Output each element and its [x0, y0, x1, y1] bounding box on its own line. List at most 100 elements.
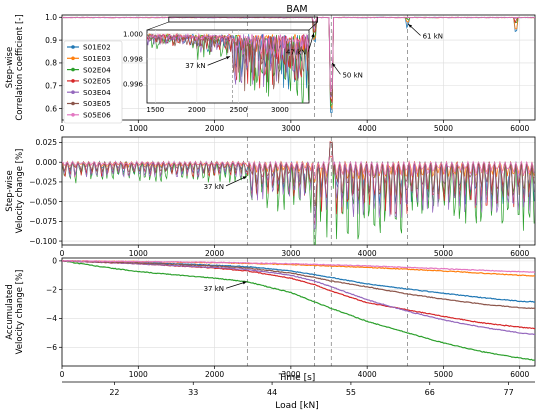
y-axis-label: Step-wise	[5, 47, 15, 88]
zoom-rectangle	[168, 16, 318, 23]
load-tick-label: 77	[503, 388, 513, 397]
x-tick-label: 3000	[281, 249, 300, 258]
legend-marker-s03e05	[71, 101, 75, 106]
annotation-50kn: 50 kN	[342, 71, 362, 79]
inset-annotation-37kn: 37 kN	[185, 62, 205, 70]
x-tick-label: 0	[60, 370, 65, 379]
x-tick-label: 5000	[434, 249, 453, 258]
inset-x-tick-label: 2000	[188, 106, 206, 114]
legend: S01E02 S01E03 S02E04 S02E05 S03E04 S03E05 S05E…	[63, 40, 123, 124]
y-tick-label: 1.0	[45, 13, 57, 22]
legend-marker-s01e02	[71, 45, 75, 49]
legend-label-s02e05: S02E05	[83, 77, 111, 86]
y-axis-label: Accumulated	[5, 284, 15, 340]
inset-chart: 1500 2000 2500 3000 0.996 0.998 1.000 37 kN	[123, 21, 318, 114]
y-tick-label: −0.075	[29, 217, 57, 226]
annotation-61kn-arrowhead	[408, 24, 413, 28]
y-tick-label: 0.7	[45, 81, 57, 90]
x-tick-label: 4000	[358, 249, 377, 258]
x-tick-label: 0	[60, 124, 65, 133]
series-line-s03e05	[62, 141, 535, 207]
x-tick-label: 6000	[510, 124, 529, 133]
y-tick-label: −0.050	[29, 197, 57, 206]
x-tick-label: 4000	[358, 124, 377, 133]
x-tick-label: 5000	[434, 370, 453, 379]
axes-frame	[61, 14, 536, 121]
series-line-s05e06	[62, 16, 535, 93]
annotation-37kn-arrowhead	[242, 176, 247, 180]
x-tick-label: 1000	[129, 249, 148, 258]
y-axis-label: Step-wise	[5, 170, 15, 211]
y-tick-label: 0.025	[36, 138, 58, 147]
legend-marker-s03e04	[71, 90, 75, 94]
x-tick-label: 3000	[281, 370, 300, 379]
legend-marker-s05e06	[71, 113, 75, 117]
x-tick-label: 5000	[434, 124, 453, 133]
load-tick-label: 33	[188, 388, 198, 397]
x-tick-label: 3000	[281, 124, 300, 133]
accumulated-velocity-panel: 0 1000 2000 3000 4000 5000 6000 −6 −4 −2 0 Accumula…	[5, 257, 536, 379]
inset-x-tick-label: 3000	[271, 106, 289, 114]
time-axis-label: Time [s]	[278, 373, 316, 383]
annotation-37kn: 37 kN	[204, 183, 224, 191]
inset-x-tick-label: 2500	[229, 106, 247, 114]
legend-label-s03e05: S03E05	[83, 99, 111, 108]
y-axis-label: Velocity change [%]	[15, 270, 25, 355]
series-line-s03e04	[62, 260, 535, 336]
annotation-37kn-arrowhead	[242, 281, 247, 285]
x-tick-label: 4000	[358, 370, 377, 379]
x-tick-label: 1000	[129, 124, 148, 133]
y-tick-label: 0.000	[36, 158, 58, 167]
load-axis-label: Load [kN]	[275, 401, 318, 411]
stepwise-velocity-panel: 0 1000 2000 3000 4000 5000 6000 −0.100 −0.075 −0.…	[5, 136, 536, 258]
legend-label-s05e06: S05E06	[83, 111, 111, 120]
legend-label-s03e04: S03E04	[83, 88, 111, 97]
x-tick-label: 6000	[510, 249, 529, 258]
annotation-37kn: 37 kN	[204, 285, 224, 293]
x-tick-label: 1000	[129, 370, 148, 379]
inset-x-tick-label: 1500	[146, 106, 164, 114]
y-tick-label: 0.6	[45, 104, 57, 113]
legend-label-s02e04: S02E04	[83, 65, 111, 74]
series-line-s03e05	[62, 259, 535, 310]
y-tick-label: 0.8	[45, 59, 57, 68]
y-tick-label: 0	[52, 257, 57, 266]
inset-series-s02e04	[147, 33, 309, 103]
load-tick-label: 22	[109, 388, 119, 397]
series-line-s02e05	[62, 141, 535, 224]
figure-title: BAM	[286, 4, 307, 15]
inset-series-s05e06	[147, 33, 309, 58]
annotation-37kn-arrow	[225, 176, 247, 187]
legend-label-s01e03: S01E03	[83, 54, 111, 63]
y-axis-label: Velocity change [%]	[15, 149, 25, 234]
annotation-61kn: 61 kN	[423, 33, 443, 41]
series-line-s02e04	[62, 260, 535, 361]
legend-marker-s01e03	[71, 56, 75, 61]
inset-connector	[146, 21, 169, 31]
legend-label-s01e02: S01E02	[83, 43, 111, 52]
series-line-s02e04	[62, 141, 535, 245]
series-line-s03e04	[62, 142, 535, 230]
annotation-47kn-arrowhead	[311, 33, 315, 38]
inset-annotation-37kn-arrow	[207, 56, 231, 66]
inset-y-tick-label: 1.000	[123, 30, 143, 38]
inset-annotation-37kn-arrowhead	[226, 56, 231, 60]
axes-frame	[61, 136, 536, 246]
series-line-s01e02	[62, 260, 535, 303]
legend-marker-s02e04	[71, 67, 75, 72]
annotation-50kn-arrowhead	[332, 62, 336, 67]
legend-marker-s02e05	[71, 79, 75, 83]
load-tick-label: 44	[267, 388, 277, 397]
annotation-47kn: 47 kN	[286, 49, 306, 57]
x-tick-label: 2000	[205, 249, 224, 258]
x-tick-label: 6000	[510, 370, 529, 379]
series-line-s05e06	[62, 259, 535, 273]
y-tick-label: −4	[46, 314, 57, 323]
x-tick-label: 0	[60, 249, 65, 258]
inset-y-tick-label: 0.998	[123, 55, 143, 63]
y-tick-label: −2	[46, 285, 57, 294]
y-axis-label: Correlation coefficient [-]	[15, 14, 25, 120]
x-tick-label: 2000	[205, 370, 224, 379]
correlation-panel: 0 1000 2000 3000 4000 5000 6000 0.6 0.7 0.8 0.9 1.0…	[5, 13, 536, 133]
